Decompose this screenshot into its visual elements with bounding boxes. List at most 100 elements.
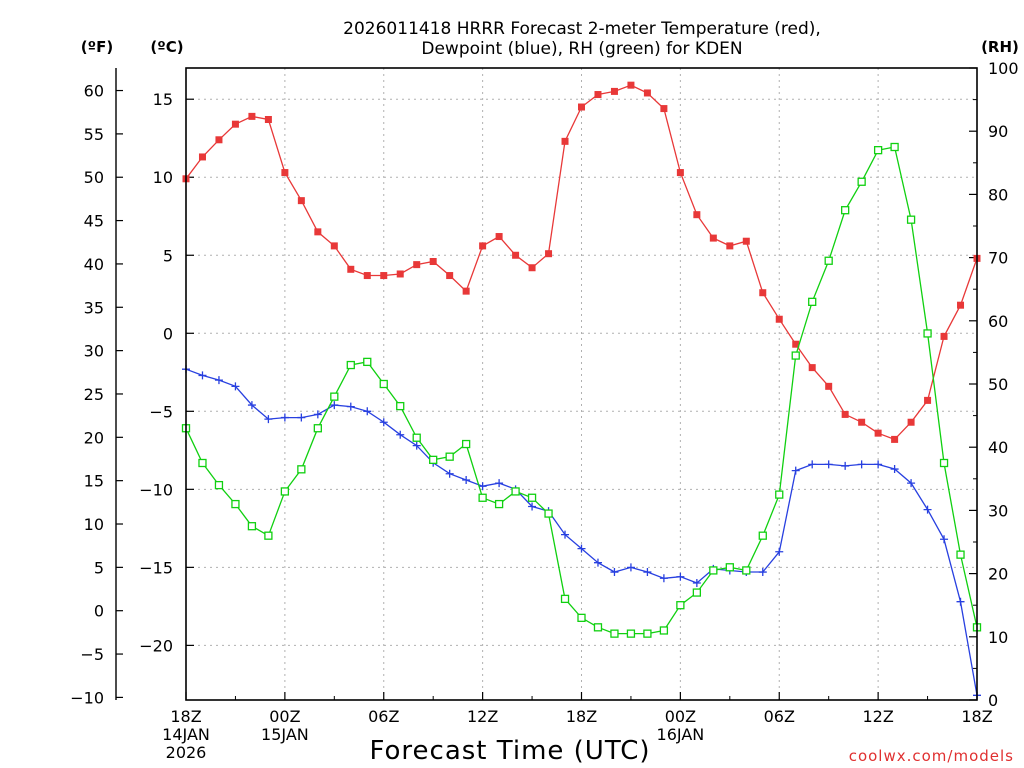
temperature-point — [874, 429, 882, 437]
rh-tick-label: 70 — [988, 249, 1008, 268]
rh-point — [676, 601, 685, 610]
dewpoint-point — [824, 460, 833, 469]
dewpoint-point — [956, 597, 965, 606]
rh-point — [923, 329, 932, 338]
temperature-point — [198, 153, 206, 161]
dewpoint-point — [857, 460, 866, 469]
rh-point — [890, 142, 899, 152]
temperature-point — [297, 197, 305, 205]
temperature-point — [841, 410, 849, 418]
dewpoint-point — [379, 418, 388, 427]
temperature-point — [957, 301, 965, 309]
temperature-point — [808, 364, 816, 372]
rh-point — [857, 177, 866, 186]
rh-point — [560, 594, 570, 604]
dewpoint-point — [478, 482, 487, 491]
dewpoint-point — [610, 568, 619, 577]
x-tick-time: 06Z — [368, 707, 399, 726]
temperature-point — [775, 315, 783, 323]
temperature-point — [759, 289, 767, 297]
rh-point — [494, 499, 504, 509]
temperature-point — [561, 137, 569, 145]
rh-point — [758, 531, 767, 540]
dewpoint-point — [808, 460, 817, 469]
credit-text: coolwx.com/models — [849, 747, 1014, 765]
dewpoint-point — [214, 376, 223, 385]
rh-point — [231, 499, 240, 509]
rh-point — [709, 566, 718, 575]
temperature-point — [231, 120, 239, 128]
temperature-point — [676, 169, 684, 177]
x-tick-date: 16JAN — [657, 725, 705, 744]
rh-point — [824, 256, 833, 265]
x-tick-time: 00Z — [269, 707, 300, 726]
fahrenheit-tick-label: 50 — [84, 168, 104, 187]
dewpoint-point — [346, 402, 355, 411]
rh-point — [659, 626, 669, 635]
rh-point — [527, 493, 537, 502]
x-tick-date: 15JAN — [261, 725, 309, 744]
temperature-point — [215, 136, 223, 144]
rh-point — [742, 566, 751, 575]
temperature-point — [709, 234, 717, 242]
rh-point — [692, 588, 702, 597]
rh-point — [461, 439, 471, 449]
temperature-point — [924, 396, 932, 404]
chart-title-line1: 2026011418 HRRR Forecast 2-meter Tempera… — [343, 19, 821, 39]
rh-point — [725, 563, 734, 572]
fahrenheit-tick-label: 45 — [84, 212, 104, 231]
celsius-tick-label: 0 — [163, 324, 173, 343]
dewpoint-point — [264, 415, 273, 424]
temperature-point — [380, 272, 388, 280]
rh-point — [939, 458, 949, 468]
temperature-point — [429, 258, 437, 266]
temperature-point — [940, 332, 948, 340]
celsius-tick-label: −20 — [139, 636, 173, 655]
temperature-point — [907, 418, 915, 426]
dewpoint-point — [396, 430, 405, 439]
dewpoint-point — [412, 441, 421, 450]
temperature-point — [264, 115, 272, 123]
rh-tick-label: 10 — [988, 628, 1008, 647]
dewpoint-point — [890, 465, 899, 474]
rh-point — [643, 629, 652, 638]
temperature-point — [693, 211, 701, 219]
dewpoint-point — [577, 544, 586, 553]
dewpoint-point — [676, 572, 685, 581]
temperature-point — [413, 261, 421, 269]
rh-tick-label: 0 — [988, 691, 998, 710]
x-tick-time: 18Z — [566, 707, 597, 726]
x-tick-date: 14JAN — [162, 725, 210, 744]
fahrenheit-tick-label: −10 — [70, 688, 104, 707]
fahrenheit-tick-label: 20 — [84, 428, 104, 447]
rh-point — [577, 613, 586, 622]
chart-title-line2: Dewpoint (blue), RH (green) for KDEN — [421, 39, 742, 59]
rh-tick-label: 30 — [988, 501, 1008, 520]
rh-series — [181, 142, 982, 638]
dewpoint-point — [297, 413, 306, 422]
fahrenheit-tick-label: 15 — [84, 472, 104, 491]
temperature-point — [594, 91, 602, 99]
temperature-point — [610, 87, 618, 95]
x-tick-time: 18Z — [961, 707, 992, 726]
temperature-point — [528, 264, 536, 272]
rh-tick-label: 60 — [988, 312, 1008, 331]
rh-point — [280, 487, 290, 496]
temperature-point — [660, 105, 668, 113]
rh-point — [956, 550, 965, 559]
dewpoint-point — [643, 568, 652, 577]
fahrenheit-tick-label: 30 — [84, 342, 104, 361]
rh-point — [445, 452, 454, 461]
temperature-point — [330, 242, 338, 250]
rh-tick-label: 40 — [988, 438, 1008, 457]
dewpoint-point — [313, 410, 322, 419]
rh-point — [626, 629, 636, 638]
dewpoint-point — [445, 469, 454, 478]
fahrenheit-tick-label: 5 — [94, 558, 104, 577]
temperature-point — [363, 272, 371, 280]
rh-point — [412, 433, 421, 442]
rh-point — [264, 531, 273, 540]
celsius-tick-label: 5 — [163, 246, 173, 265]
fahrenheit-tick-label: 35 — [84, 298, 104, 317]
